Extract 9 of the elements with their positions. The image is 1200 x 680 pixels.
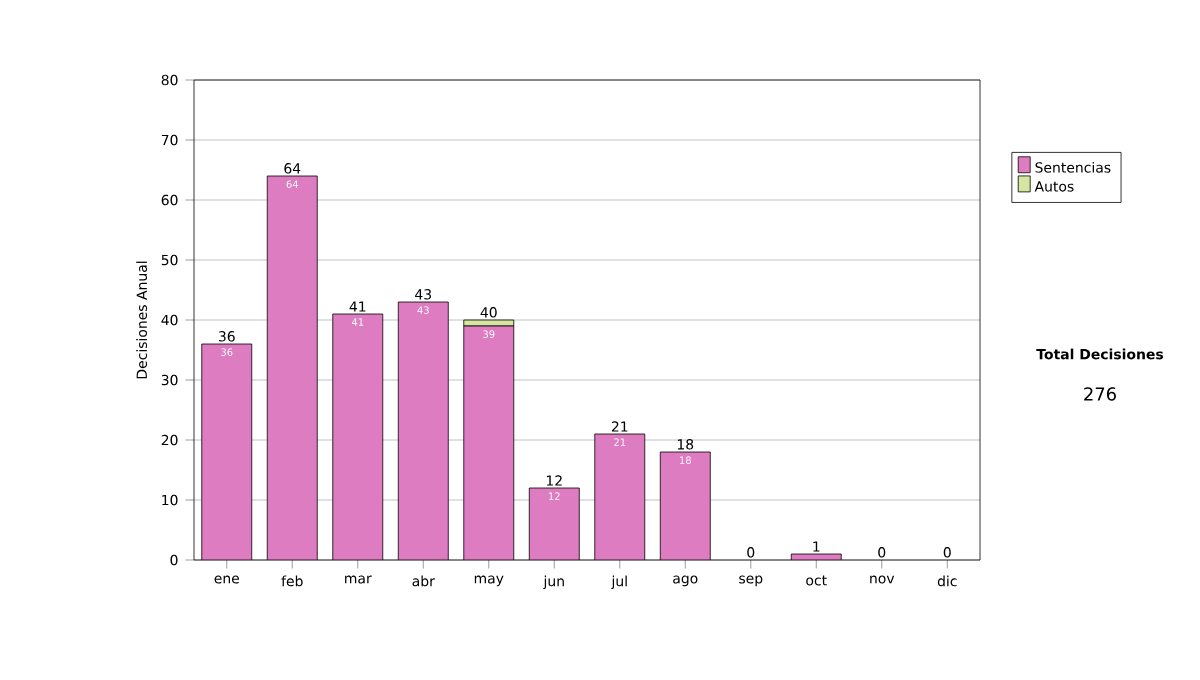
bar — [660, 452, 711, 560]
bar — [267, 176, 318, 560]
bar — [463, 326, 514, 560]
text: 276 — [1084, 387, 1116, 401]
bar — [201, 344, 252, 560]
bar — [398, 302, 449, 560]
bar — [529, 488, 580, 560]
bar — [594, 434, 645, 560]
bar — [332, 314, 383, 560]
